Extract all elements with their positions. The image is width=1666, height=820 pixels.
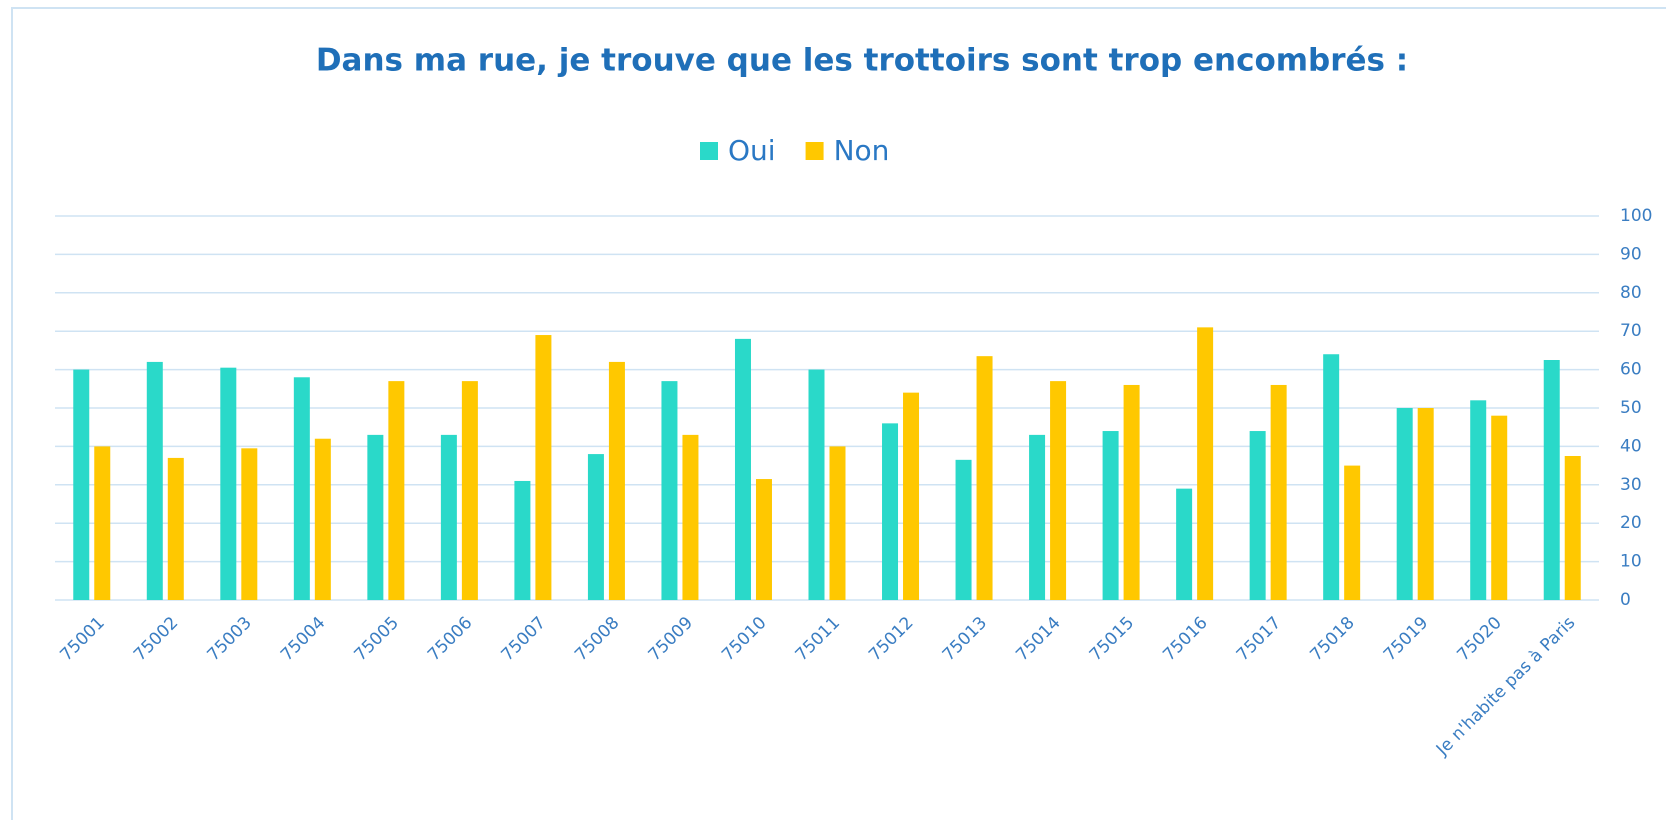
bar xyxy=(903,392,920,600)
bar xyxy=(146,361,163,600)
x-tick-label: 75011 xyxy=(792,613,844,665)
bar xyxy=(955,459,972,600)
x-tick-label: 75003 xyxy=(203,613,255,665)
legend-label: Non xyxy=(834,134,890,167)
bar xyxy=(514,480,531,600)
x-tick-label: 75002 xyxy=(130,613,182,665)
x-tick-label: Je n'habite pas à Paris xyxy=(1432,613,1579,760)
x-tick-label: 75004 xyxy=(277,613,329,665)
y-tick-label: 60 xyxy=(1620,360,1642,380)
y-tick-label: 0 xyxy=(1620,590,1631,610)
bar xyxy=(220,367,237,600)
bar xyxy=(1396,408,1413,600)
bar xyxy=(976,356,993,600)
y-tick-label: 30 xyxy=(1620,475,1642,495)
bar xyxy=(608,361,625,600)
x-tick-label: 75020 xyxy=(1453,613,1505,665)
x-tick-label: 75016 xyxy=(1159,613,1211,665)
bar xyxy=(1249,431,1266,600)
bar xyxy=(1564,456,1581,600)
bar xyxy=(1102,431,1119,600)
chart-title: Dans ma rue, je trouve que les trottoirs… xyxy=(316,43,1408,79)
bar xyxy=(1417,408,1434,600)
y-tick-label: 50 xyxy=(1620,398,1642,418)
bar xyxy=(808,369,825,600)
x-tick-label: 75013 xyxy=(939,613,991,665)
bar xyxy=(167,457,184,600)
legend-swatch xyxy=(805,142,824,160)
bar xyxy=(661,381,678,600)
legend-label: Oui xyxy=(728,134,776,167)
x-tick-label: 75005 xyxy=(351,613,403,665)
bar xyxy=(1491,415,1508,600)
bar xyxy=(1344,465,1361,600)
y-tick-label: 100 xyxy=(1620,206,1652,226)
x-tick-label: 75014 xyxy=(1012,613,1064,665)
x-tick-label: 75010 xyxy=(718,613,770,665)
y-tick-label: 10 xyxy=(1620,552,1642,572)
bar xyxy=(314,438,331,600)
y-tick-label: 40 xyxy=(1620,436,1642,456)
bar xyxy=(440,434,457,600)
bar xyxy=(882,423,899,600)
x-tick-label: 75019 xyxy=(1380,613,1432,665)
x-tick-label: 75008 xyxy=(571,613,623,665)
x-tick-label: 75017 xyxy=(1233,613,1285,665)
bar xyxy=(1323,354,1340,600)
bar xyxy=(829,446,846,600)
bar xyxy=(755,479,772,600)
bar xyxy=(1270,384,1287,600)
bar xyxy=(367,434,384,600)
x-tick-label: 75015 xyxy=(1086,613,1138,665)
bar xyxy=(1470,400,1487,600)
frame xyxy=(11,7,1666,820)
bar xyxy=(682,434,699,600)
y-tick-label: 90 xyxy=(1620,244,1642,264)
x-tick-label: 75007 xyxy=(498,613,550,665)
x-tick-label: 75001 xyxy=(56,613,108,665)
bar xyxy=(734,338,751,600)
bar xyxy=(241,448,258,600)
bar xyxy=(1123,384,1140,600)
y-tick-label: 20 xyxy=(1620,513,1642,533)
bar xyxy=(388,381,405,600)
y-tick-label: 80 xyxy=(1620,283,1642,303)
bar xyxy=(1050,381,1067,600)
x-tick-label: 75012 xyxy=(865,613,917,665)
bar xyxy=(587,454,604,600)
bar xyxy=(1029,434,1046,600)
bar xyxy=(1176,488,1193,600)
y-tick-label: 70 xyxy=(1620,321,1642,341)
bar xyxy=(73,369,90,600)
bar xyxy=(461,381,478,600)
legend-swatch xyxy=(700,142,718,160)
bar xyxy=(1197,327,1214,600)
x-tick-label: 75009 xyxy=(645,613,697,665)
x-tick-label: 75006 xyxy=(424,613,476,665)
bar xyxy=(293,377,310,600)
x-tick-label: 75018 xyxy=(1306,613,1358,665)
bar xyxy=(1543,360,1560,600)
bar xyxy=(535,335,552,600)
bar xyxy=(94,446,111,600)
